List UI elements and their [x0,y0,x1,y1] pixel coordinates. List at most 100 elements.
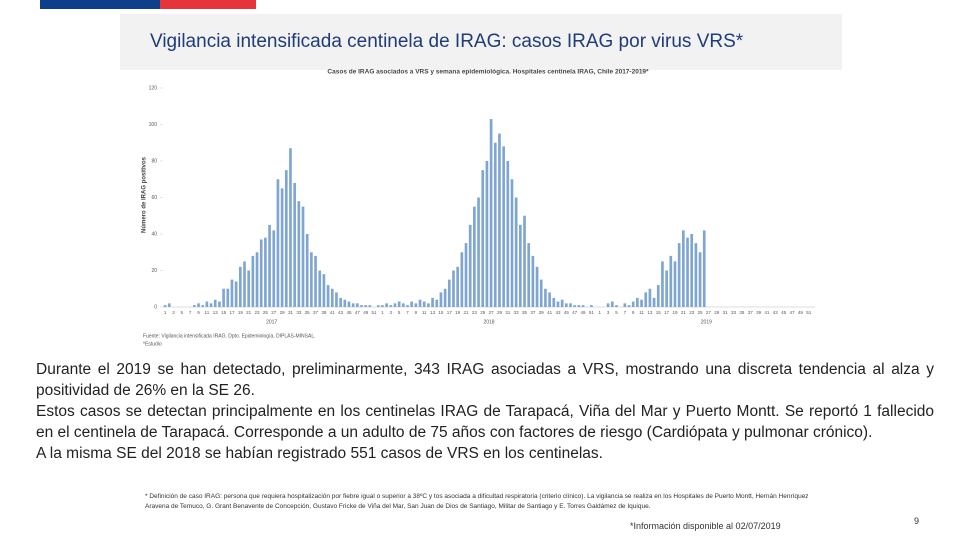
bar [435,299,439,307]
bar [610,301,614,307]
x-tick-label: 47 [790,310,796,315]
bar [590,305,593,307]
x-tick-label: 1 [381,310,384,315]
bar [489,119,493,308]
bar [238,266,242,307]
bar [581,305,585,307]
x-tick-label: 9 [632,310,635,315]
x-tick-label: 23 [689,310,695,315]
x-tick-label: 35 [739,310,745,315]
x-tick-label: 43 [555,310,561,315]
y-tick-label: 80 [151,158,157,164]
x-tick-label: 21 [681,310,687,315]
x-tick-label: 19 [455,310,461,315]
x-tick-label: 45 [564,310,570,315]
paragraph: Estos casos se detectan principalmente e… [36,403,934,441]
bar [556,301,560,307]
x-tick-label: 11 [205,310,210,315]
x-tick-label: 13 [213,310,219,315]
bar [234,281,238,307]
bar [452,270,455,307]
bar [682,230,685,307]
bar [326,285,330,307]
bar [205,301,209,307]
bar [397,301,401,307]
bar [209,303,213,307]
bar [343,299,347,307]
bar [539,279,543,307]
x-tick-label: 37 [313,310,319,315]
x-tick-label: 29 [280,310,286,315]
bar [201,305,205,307]
top-bar-blue [40,0,160,9]
bar [368,305,372,307]
bar [569,303,572,307]
y-tick-label: 40 [151,231,157,237]
bar [356,303,359,307]
bar [284,170,288,307]
x-tick-label: 49 [798,310,804,315]
bar [460,252,464,307]
x-tick-label: 25 [480,310,486,315]
bar [335,292,338,307]
bar [305,234,309,307]
x-tick-label: 3 [390,310,393,315]
x-tick-label: 9 [415,310,418,315]
x-tick-label: 23 [472,310,478,315]
x-tick-label: 11 [422,310,427,315]
bar [694,243,698,307]
x-tick-label: 51 [806,310,812,315]
bar [330,288,334,307]
x-tick-label: 47 [355,310,361,315]
bar [631,301,635,307]
bar [698,252,702,307]
title-box [120,14,842,70]
bar [310,252,313,307]
bar [289,148,292,307]
bar [644,292,648,307]
x-group-label: 2018 [483,319,494,325]
source: Fuente: Vigilancia intensificada IRAG. D… [143,333,316,339]
chart-title: Casos de IRAG asociados a VRS y semana e… [327,69,649,76]
bar [347,301,351,307]
bar [552,297,556,307]
x-tick-label: 11 [639,310,644,315]
x-tick-label: 37 [530,310,536,315]
bar [389,305,393,307]
bar [280,188,284,307]
bar [385,303,388,307]
bar [573,305,577,307]
x-tick-label: 27 [489,310,495,315]
x-tick-label: 51 [589,310,595,315]
x-tick-label: 41 [764,310,770,315]
bar [276,179,280,307]
bar [247,270,251,307]
x-tick-label: 15 [656,310,662,315]
body-text: Durante el 2019 se han detectado, prelim… [36,359,934,464]
bar [193,305,196,307]
bar [406,305,409,307]
bar [527,243,531,307]
x-tick-label: 13 [430,310,436,315]
bar [686,237,689,307]
bar [648,288,652,307]
bar [314,255,317,307]
x-tick-label: 7 [406,310,409,315]
x-tick-label: 21 [246,310,252,315]
bar [439,292,443,307]
x-tick-label: 39 [539,310,545,315]
bar [656,285,660,307]
x-tick-label: 41 [547,310,553,315]
bar [627,305,631,307]
bar [564,303,568,307]
bar [301,206,305,307]
bar [218,301,221,307]
x-tick-label: 9 [197,310,200,315]
bar [510,179,514,307]
bar [669,255,673,307]
bar [255,252,259,307]
bar [615,305,618,307]
bar [422,301,426,307]
x-tick-label: 27 [706,310,712,315]
